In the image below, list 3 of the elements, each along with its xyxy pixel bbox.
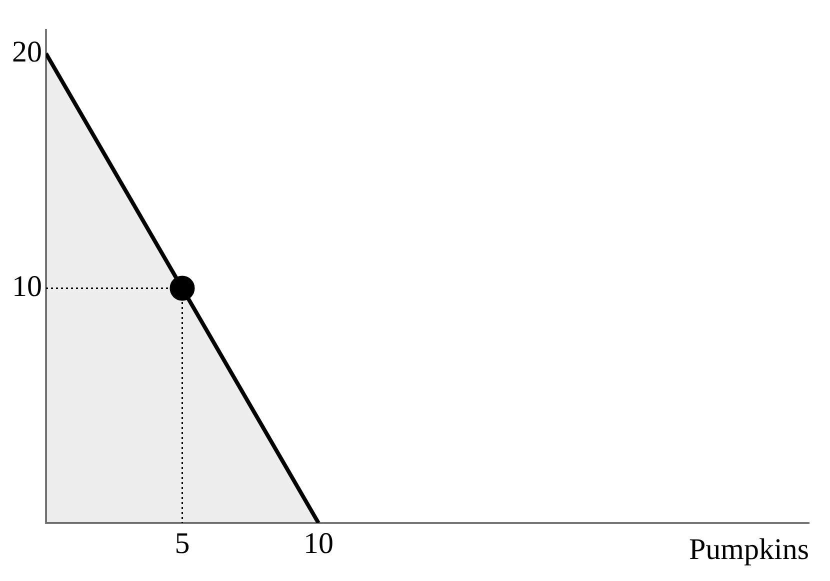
x-tick-label: 5 bbox=[174, 526, 190, 560]
x-axis-title: Pumpkins bbox=[688, 532, 809, 566]
y-tick-label: 20 bbox=[12, 35, 42, 68]
